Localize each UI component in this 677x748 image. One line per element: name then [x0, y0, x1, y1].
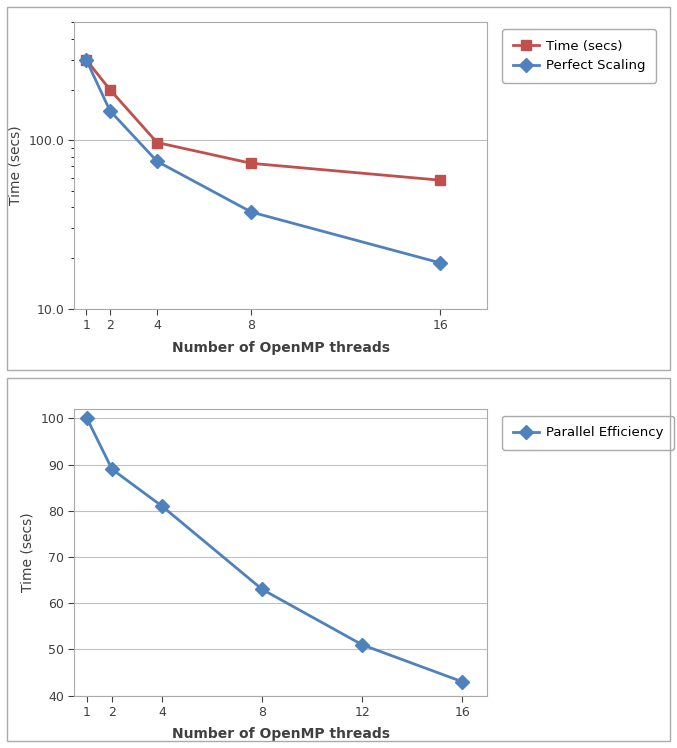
- Parallel Efficiency: [83, 414, 91, 423]
- Line: Perfect Scaling: Perfect Scaling: [81, 55, 445, 268]
- Time (secs): [436, 176, 444, 185]
- Parallel Efficiency: [458, 677, 466, 686]
- Perfect Scaling: [106, 106, 114, 115]
- Parallel Efficiency: [258, 585, 266, 594]
- Legend: Time (secs), Perfect Scaling: Time (secs), Perfect Scaling: [502, 29, 656, 83]
- Line: Time (secs): Time (secs): [81, 55, 445, 185]
- Perfect Scaling: [436, 258, 444, 267]
- Time (secs): [106, 85, 114, 94]
- Parallel Efficiency: [158, 502, 166, 511]
- Time (secs): [82, 55, 90, 64]
- X-axis label: Number of OpenMP threads: Number of OpenMP threads: [172, 727, 390, 741]
- Y-axis label: Time (secs): Time (secs): [20, 512, 35, 592]
- Legend: Parallel Efficiency: Parallel Efficiency: [502, 416, 674, 450]
- Line: Parallel Efficiency: Parallel Efficiency: [82, 414, 467, 687]
- Time (secs): [153, 138, 161, 147]
- X-axis label: Number of OpenMP threads: Number of OpenMP threads: [172, 340, 390, 355]
- Parallel Efficiency: [358, 640, 366, 649]
- Perfect Scaling: [82, 55, 90, 64]
- Y-axis label: Time (secs): Time (secs): [9, 126, 22, 206]
- Time (secs): [247, 159, 255, 168]
- Perfect Scaling: [153, 157, 161, 166]
- Parallel Efficiency: [108, 465, 116, 473]
- Perfect Scaling: [247, 208, 255, 217]
